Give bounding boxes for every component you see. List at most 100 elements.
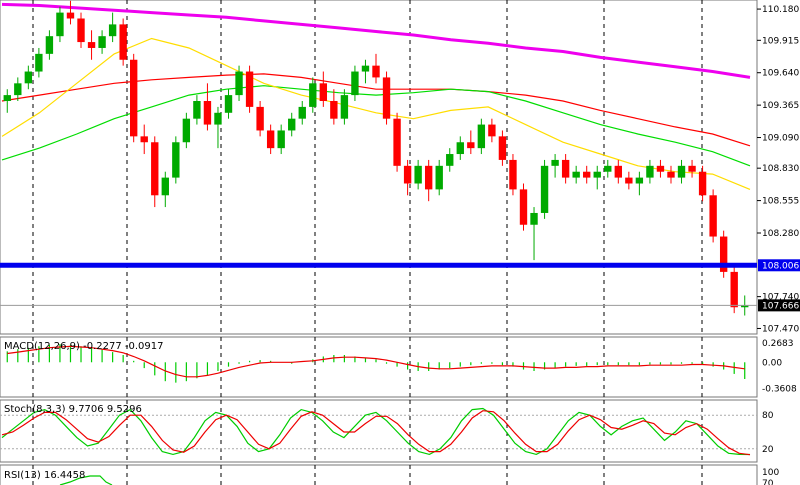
candle-body (667, 171, 675, 178)
candle-body (625, 177, 633, 184)
candle-body (403, 165, 412, 184)
candle-body (446, 154, 454, 166)
rsi-pane (0, 464, 758, 485)
candle-body (646, 165, 654, 178)
candle-body (224, 95, 233, 113)
candle-body (56, 12, 64, 37)
candle-body (593, 171, 601, 178)
price-tick-label: 107.740 (762, 293, 799, 303)
candle-body (35, 53, 43, 72)
price-tick-label: 109.915 (762, 36, 799, 46)
candle-body (604, 165, 612, 172)
candles (3, 0, 749, 316)
candle-body (87, 42, 96, 48)
candle-body (540, 165, 549, 213)
candle-body (583, 171, 591, 178)
price-levels (0, 262, 757, 306)
price-tick-label: 108.830 (762, 164, 799, 174)
candle-body (330, 101, 338, 119)
candle-body (45, 36, 54, 54)
candle-body (193, 101, 201, 119)
candle-body (498, 136, 507, 160)
candle-body (3, 95, 11, 101)
candle-body (277, 130, 285, 149)
price-axis: 110.180 109.915 109.640 109.365 109.090 108.8… (757, 5, 800, 334)
candle-body (66, 12, 75, 19)
candle-body (372, 65, 380, 78)
candle-body (519, 189, 528, 225)
candle-body (119, 24, 127, 60)
candle-body (656, 165, 665, 172)
rsi-label: RSI(13) 16.4458 (4, 470, 85, 481)
rsi-tick-label: 100 (762, 468, 779, 478)
candle-body (551, 159, 559, 166)
support-price-label: 108.006 (762, 261, 799, 271)
candle-body (741, 305, 749, 308)
current-price-label: 107.666 (762, 301, 799, 311)
price-tick-label: 109.090 (762, 134, 799, 144)
macd-tick-label: 0.00 (762, 358, 782, 368)
moving-average-line (1, 73, 751, 147)
candle-body (309, 83, 317, 107)
stoch-label: Stoch(8,3,3) 9.7706 9.5296 (4, 404, 142, 415)
candle-body (172, 142, 180, 178)
candle-body (298, 106, 306, 119)
macd-label: MACD(12,26,9) -0.2277 -0.0917 (4, 341, 164, 352)
stoch-d-line (1, 410, 751, 456)
candle-body (435, 165, 443, 190)
candle-body (98, 36, 106, 48)
candle-body (414, 165, 422, 184)
price-tick-label: 108.280 (762, 229, 799, 239)
candle-body (467, 142, 475, 149)
macd-tick-label: 0.2683 (762, 339, 794, 349)
current-price-box (758, 299, 800, 312)
candle-body (351, 71, 359, 96)
macd-pane (0, 336, 758, 398)
candle-body (456, 142, 464, 155)
candle-body (530, 212, 538, 225)
candle-body (572, 171, 580, 178)
candle-body (245, 71, 254, 107)
candle-body (488, 124, 496, 137)
price-tick-label: 110.180 (762, 5, 799, 15)
stoch-tick-label: 80 (762, 411, 774, 421)
candle-body (214, 112, 222, 125)
candle-body (361, 65, 370, 72)
candle-body (203, 101, 212, 125)
stoch-indicator: 80 20 (0, 407, 774, 456)
price-tick-label: 109.365 (762, 101, 799, 111)
candle-body (561, 159, 570, 178)
candle-body (77, 18, 85, 43)
rsi-tick-label: 70 (762, 479, 774, 485)
candle-body (130, 59, 138, 137)
price-tick-label: 107.470 (762, 324, 799, 334)
candle-body (635, 177, 644, 184)
candle-body (688, 165, 696, 172)
macd-signal-line (7, 345, 745, 378)
vertical-grid (32, 0, 703, 485)
macd-tick-label: -0.3608 (762, 385, 797, 395)
stoch-k-line (1, 407, 751, 456)
candle-body (266, 130, 275, 149)
candle-body (424, 165, 433, 190)
stoch-tick-label: 20 (762, 445, 774, 455)
candle-body (288, 118, 296, 131)
stoch-pane (0, 399, 758, 463)
candle-body (108, 24, 117, 37)
moving-average-line (1, 2, 751, 79)
candle-body (140, 136, 148, 143)
candle-body (340, 95, 349, 119)
candle-body (24, 71, 33, 84)
candle-body (182, 118, 191, 143)
candle-body (709, 195, 717, 237)
candle-body (151, 142, 159, 196)
candle-body (509, 159, 517, 190)
candle-body (235, 71, 243, 96)
candle-body (14, 83, 22, 96)
candle-body (393, 118, 401, 166)
candle-body (256, 106, 264, 131)
candle-body (719, 236, 728, 272)
candle-body (730, 271, 738, 308)
